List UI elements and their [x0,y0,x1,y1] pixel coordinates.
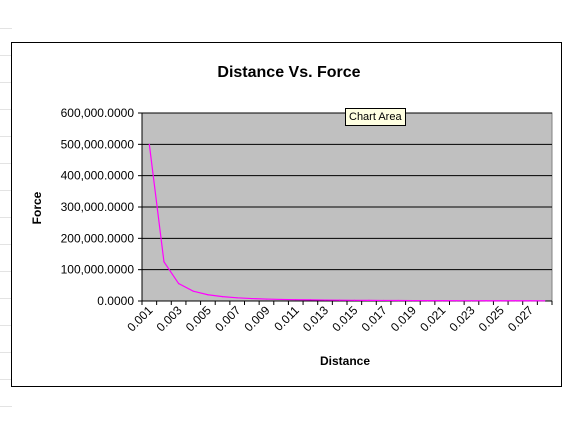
x-tick-label: 0.003 [154,303,185,334]
y-tick-label: 400,000.0000 [61,169,135,183]
sheet-gridline [0,325,12,326]
data-point[interactable] [236,297,238,299]
data-point[interactable] [265,298,268,300]
chart-title: Distance Vs. Force [217,64,360,81]
data-point[interactable] [544,300,546,302]
x-tick-label: 0.007 [212,303,243,334]
data-point[interactable] [353,299,355,301]
y-axis-title: Force [30,191,44,224]
data-point[interactable] [368,299,370,301]
series-line[interactable] [148,144,545,302]
x-tick-label: 0.021 [417,303,448,334]
data-point[interactable] [309,299,311,301]
sheet-gridline [0,109,12,110]
data-point[interactable] [207,294,209,296]
data-point[interactable] [324,299,326,301]
sheet-gridline [0,28,12,29]
x-tick-label: 0.025 [476,303,507,334]
sheet-gridline [0,379,12,380]
x-tick-label: 0.019 [388,303,419,334]
sheet-gridline [0,271,12,272]
sheet-gridline [0,190,12,191]
chart-area[interactable]: Distance Vs. Force 0.0000 100,000.0000 200… [11,42,562,387]
data-point[interactable] [163,261,165,263]
x-tick-label: 0.011 [271,303,302,334]
series-layer [148,143,546,302]
x-tick-label: 0.017 [359,303,390,334]
data-point[interactable] [383,299,385,302]
data-point[interactable] [514,300,516,302]
sheet-gridline [0,244,12,245]
sheet-gridline [0,352,12,353]
sheet-gridline [0,136,12,137]
y-tick-label: 200,000.0000 [61,231,135,245]
sheet-gridline [0,163,12,164]
sheet-gridline [0,55,12,56]
x-tick-label: 0.023 [446,303,477,334]
x-axis-tick-labels: 0.0010.0030.0050.0070.0090.0110.0130.015… [124,303,536,334]
data-point[interactable] [339,299,341,301]
x-tick-label: 0.009 [241,303,272,334]
sheet-gridline [0,298,12,299]
data-point[interactable] [529,300,531,302]
data-point[interactable] [192,290,194,292]
data-point[interactable] [485,300,487,302]
data-point[interactable] [456,300,458,302]
x-tick-label: 0.013 [300,303,331,334]
y-axis-tick-labels: 0.0000 100,000.0000 200,000.0000 300,000.00… [61,106,135,308]
x-axis-title: Distance [320,354,370,368]
x-tick-label: 0.027 [505,303,536,334]
sheet-gridline [0,217,12,218]
x-tick-label: 0.015 [329,303,360,334]
y-tick-label: 100,000.0000 [61,263,135,277]
data-point[interactable] [178,282,180,285]
y-tick-label: 300,000.0000 [61,200,135,214]
data-point[interactable] [500,300,502,302]
chart-area-tooltip: Chart Area [345,108,406,126]
data-point[interactable] [251,297,253,300]
line-chart: Distance Vs. Force 0.0000 100,000.0000 200… [30,64,553,368]
data-point[interactable] [148,143,150,145]
data-point[interactable] [441,300,443,302]
y-tick-label: 0.0000 [97,294,134,308]
y-tick-label: 500,000.0000 [61,137,135,151]
data-point[interactable] [221,296,224,298]
sheet-gridline [0,82,12,83]
data-point[interactable] [295,299,297,301]
x-tick-label: 0.005 [183,303,214,334]
data-point[interactable] [426,300,429,302]
data-point[interactable] [412,299,414,302]
data-point[interactable] [280,298,282,301]
data-point[interactable] [470,300,473,302]
y-tick-label: 600,000.0000 [61,106,135,120]
sheet-gridline [0,406,12,407]
data-point[interactable] [397,299,399,302]
